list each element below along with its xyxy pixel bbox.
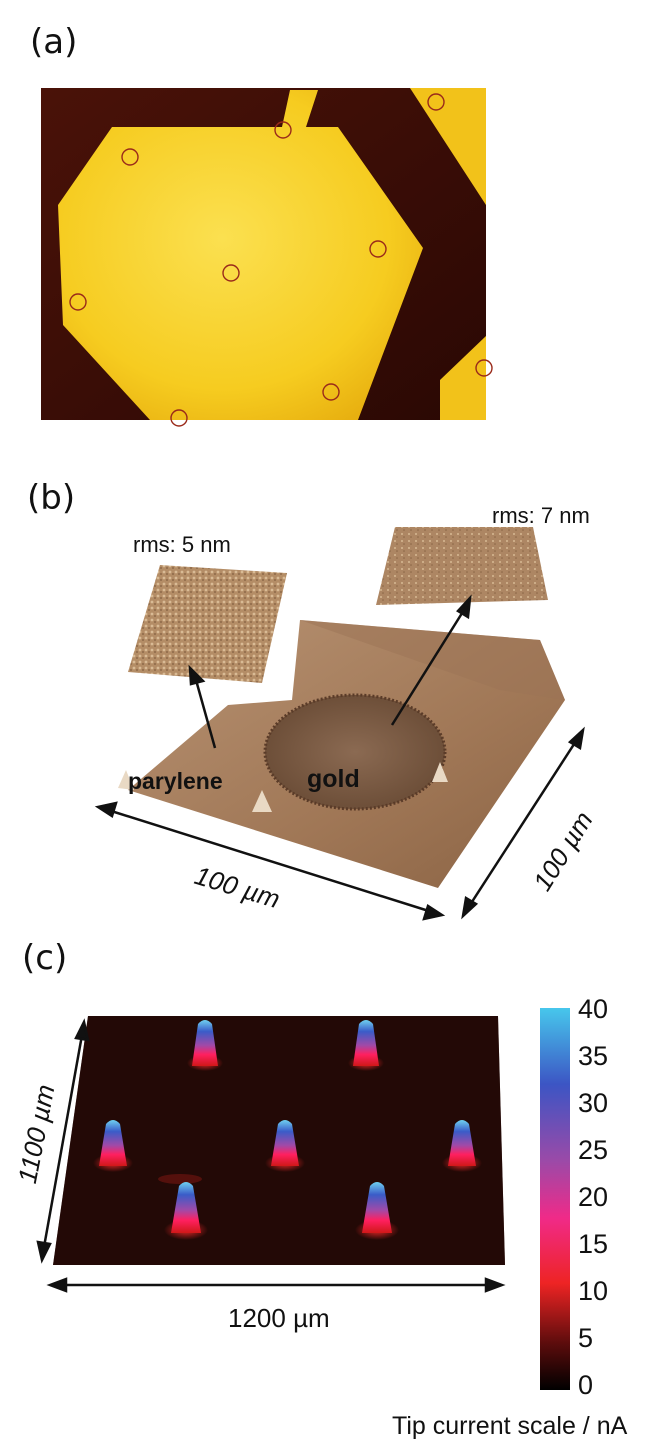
colorbar-tick: 15	[578, 1229, 609, 1259]
rms-parylene-label: rms: 5 nm	[133, 532, 231, 557]
colorbar-tick: 30	[578, 1088, 609, 1118]
colorbar	[540, 1008, 570, 1390]
colorbar-tick: 20	[578, 1182, 609, 1212]
gold-label: gold	[307, 765, 360, 793]
panel-c-label: (c)	[22, 938, 68, 978]
colorbar-ticks: 40 35 30 25 20 15 10 5 0	[578, 994, 638, 1414]
colorbar-tick: 25	[578, 1135, 609, 1165]
panel-c-width-label: 1200 µm	[228, 1303, 330, 1333]
parylene-label: parylene	[128, 768, 223, 794]
panel-b-label: (b)	[27, 478, 76, 518]
colorbar-tick: 35	[578, 1041, 609, 1071]
colorbar-tick: 5	[578, 1323, 594, 1353]
colorbar-tick: 10	[578, 1276, 609, 1306]
panel-a-label: (a)	[30, 22, 78, 62]
colorbar-tick: 0	[578, 1370, 594, 1400]
colorbar-tick: 40	[578, 994, 609, 1024]
colorbar-title: Tip current scale / nA	[392, 1412, 628, 1440]
rms-gold-label: rms: 7 nm	[492, 503, 590, 528]
